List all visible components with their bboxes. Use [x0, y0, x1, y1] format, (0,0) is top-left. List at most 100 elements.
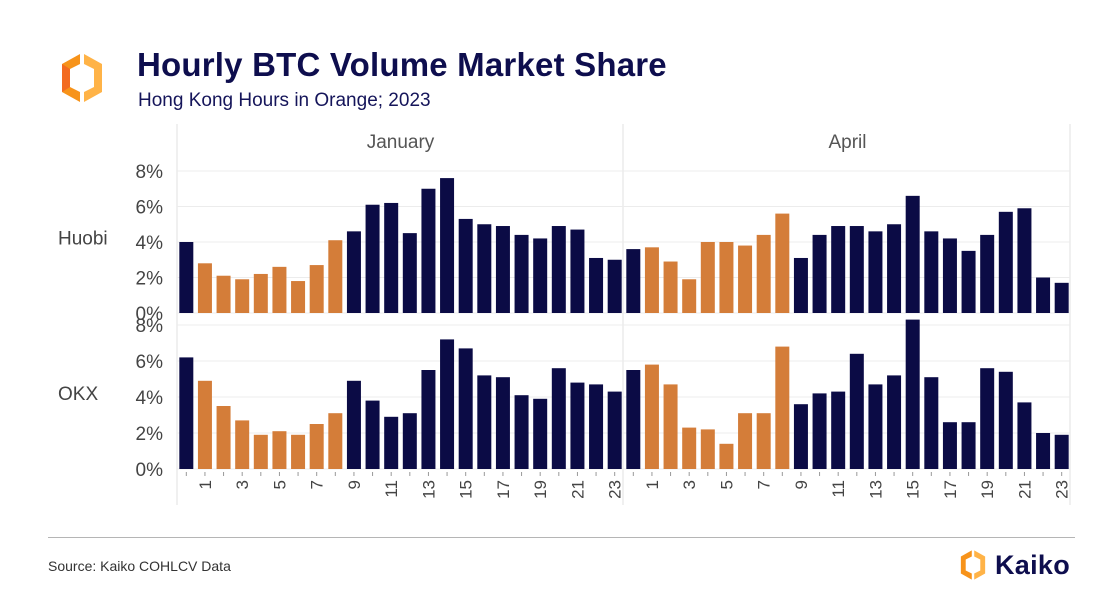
bar-huobi-april-hour-0: [626, 249, 641, 313]
bar-okx-april-hour-19: [980, 368, 995, 469]
x-tick-label: 13: [866, 480, 885, 499]
y-tick-label: 0%: [136, 304, 164, 325]
kaiko-brand-icon: [960, 550, 986, 580]
bar-huobi-january-hour-19: [533, 238, 548, 313]
bar-okx-january-hour-1: [197, 380, 212, 469]
x-tick-label: 19: [531, 480, 550, 499]
bar-okx-april-hour-13: [868, 384, 883, 469]
x-tick-label: 1: [643, 480, 662, 489]
row-label-okx: OKX: [58, 384, 98, 405]
bar-okx-april-hour-12: [849, 353, 864, 469]
x-tick-label: 5: [270, 480, 289, 489]
bar-huobi-april-hour-10: [812, 234, 827, 313]
bar-okx-january-hour-20: [551, 368, 566, 469]
bar-huobi-april-hour-17: [942, 238, 957, 313]
faceted-bar-chart: January April 0% 2% 4% 6% 8% Huobi 0% 2% 4% 6% 8% OKX…: [58, 124, 1072, 505]
chart-subtitle: Hong Kong Hours in Orange; 2023: [138, 90, 431, 111]
bar-huobi-april-hour-18: [961, 250, 976, 313]
bar-huobi-april-hour-4: [700, 242, 715, 313]
y-tick-label: 4%: [136, 388, 164, 409]
y-tick-label: 6%: [136, 198, 164, 219]
bar-okx-january-hour-9: [346, 380, 361, 469]
bar-okx-january-hour-8: [328, 413, 343, 469]
bar-huobi-january-hour-1: [197, 263, 212, 313]
bar-okx-january-hour-11: [384, 416, 399, 469]
kaiko-logo-icon: [62, 54, 102, 102]
bar-huobi-january-hour-15: [458, 218, 473, 313]
x-tick-label: 21: [568, 480, 587, 499]
bar-huobi-january-hour-22: [589, 257, 604, 313]
bar-huobi-april-hour-14: [887, 224, 902, 313]
bar-okx-april-hour-23: [1054, 434, 1069, 469]
bar-huobi-january-hour-12: [402, 233, 417, 313]
x-tick-label: 11: [382, 480, 401, 498]
bar-huobi-april-hour-7: [756, 234, 771, 313]
x-tick-label: 15: [457, 480, 476, 499]
bar-huobi-april-hour-23: [1054, 282, 1069, 313]
facet-label-january: January: [367, 132, 435, 153]
bar-huobi-april-hour-11: [831, 226, 846, 313]
bar-okx-april-hour-22: [1036, 433, 1051, 469]
bar-okx-april-hour-8: [775, 346, 790, 469]
bar-okx-april-hour-11: [831, 391, 846, 469]
bar-okx-april-hour-16: [924, 377, 939, 469]
bar-huobi-april-hour-9: [793, 257, 808, 313]
bar-okx-january-hour-17: [495, 377, 510, 469]
bar-huobi-january-hour-16: [477, 224, 492, 313]
bar-huobi-january-hour-9: [346, 231, 361, 313]
x-tick-label: 23: [606, 480, 625, 499]
bar-okx-april-hour-2: [663, 384, 678, 469]
bar-okx-april-hour-5: [719, 443, 734, 469]
bar-okx-april-hour-18: [961, 422, 976, 469]
facet-label-april: April: [828, 132, 866, 153]
bar-huobi-april-hour-12: [849, 226, 864, 313]
bar-huobi-january-hour-20: [551, 226, 566, 313]
bar-okx-april-hour-17: [942, 422, 957, 469]
bar-huobi-january-hour-21: [570, 229, 585, 313]
x-tick-label: 9: [792, 480, 811, 489]
bar-huobi-january-hour-4: [253, 273, 268, 313]
bar-huobi-april-hour-15: [905, 195, 920, 313]
facet-strip-april: [624, 124, 1071, 160]
bar-huobi-january-hour-2: [216, 275, 231, 313]
bar-okx-january-hour-3: [235, 420, 250, 469]
bar-huobi-april-hour-6: [738, 245, 753, 313]
bar-huobi-january-hour-7: [309, 265, 324, 313]
y-tick-label: 4%: [136, 233, 164, 254]
bar-huobi-april-hour-20: [998, 211, 1013, 313]
x-tick-label: 7: [755, 480, 774, 489]
logo-facet: [62, 64, 70, 92]
bar-okx-january-hour-4: [253, 434, 268, 469]
bar-huobi-april-hour-3: [682, 279, 697, 313]
chart-title: Hourly BTC Volume Market Share: [137, 46, 667, 83]
x-tick-label: 19: [978, 480, 997, 499]
bar-okx-january-hour-2: [216, 406, 231, 469]
x-tick-label: 5: [717, 480, 736, 489]
bar-okx-january-hour-18: [514, 395, 529, 469]
bar-okx-january-hour-6: [291, 434, 306, 469]
bar-huobi-january-hour-6: [291, 281, 306, 313]
bar-okx-january-hour-7: [309, 424, 324, 469]
x-tick-label: 1: [196, 480, 215, 489]
bar-huobi-january-hour-14: [440, 178, 455, 313]
bar-okx-april-hour-10: [812, 393, 827, 469]
bar-okx-january-hour-12: [402, 413, 417, 469]
source-note: Source: Kaiko COHLCV Data: [48, 558, 231, 574]
footer-divider: [48, 537, 1075, 538]
bar-huobi-april-hour-22: [1036, 277, 1051, 313]
bar-huobi-january-hour-8: [328, 240, 343, 313]
bar-huobi-january-hour-17: [495, 226, 510, 313]
bar-huobi-january-hour-23: [607, 259, 622, 313]
bar-huobi-january-hour-0: [179, 242, 194, 313]
x-tick-label: 9: [345, 480, 364, 489]
x-tick-label: 11: [829, 480, 848, 498]
bar-okx-january-hour-22: [589, 384, 604, 469]
bar-okx-april-hour-3: [682, 427, 697, 469]
bar-huobi-april-hour-19: [980, 234, 995, 313]
logo-left-chevron: [62, 54, 80, 102]
bar-okx-january-hour-14: [440, 339, 455, 469]
bar-huobi-april-hour-1: [644, 247, 659, 313]
bar-huobi-april-hour-21: [1017, 208, 1032, 313]
bar-huobi-april-hour-2: [663, 261, 678, 313]
bar-huobi-april-hour-13: [868, 231, 883, 313]
